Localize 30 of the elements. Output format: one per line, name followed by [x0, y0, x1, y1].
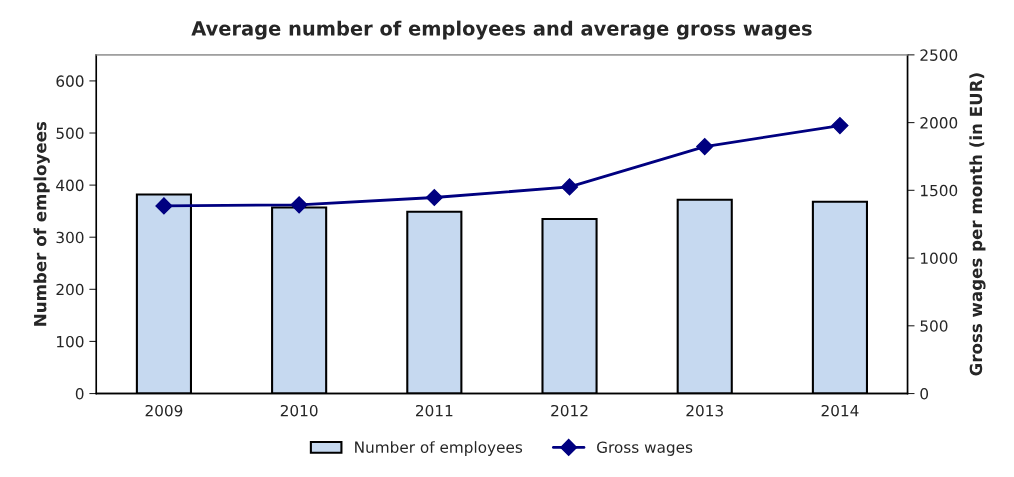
- x-tick-label: 2012: [551, 404, 588, 417]
- point: [696, 138, 714, 156]
- y2-tick-label: 2000: [920, 117, 958, 129]
- y-tick-label: 400: [56, 179, 84, 192]
- y-tick-label: 600: [56, 75, 84, 87]
- point: [290, 196, 308, 214]
- y2-tick-label: 1500: [921, 184, 958, 197]
- y-tick-label: 200: [56, 283, 84, 296]
- y2-axis-title: Gross wages per month (in EUR): [969, 73, 986, 376]
- y2-tick-label: 0: [920, 387, 929, 400]
- x-tick-label: 2011: [416, 404, 453, 417]
- legend-label: Number of employees: [355, 441, 523, 456]
- y-axis-title: Number of employees: [33, 121, 50, 326]
- legend-label: Gross wages: [597, 441, 693, 456]
- y-tick-label: 0: [75, 387, 84, 400]
- y-tick-label: 100: [57, 335, 84, 348]
- point: [155, 197, 173, 215]
- x-tick-label: 2014: [821, 404, 859, 417]
- x-tick-label: 2010: [280, 404, 318, 417]
- point: [560, 178, 579, 196]
- x-tick-label: 2013: [686, 404, 723, 417]
- point: [425, 188, 443, 207]
- point: [831, 117, 849, 135]
- y-tick-label: 300: [56, 231, 84, 244]
- y2-tick-label: 2500: [920, 49, 958, 61]
- y-tick-label: 500: [56, 127, 84, 140]
- y2-tick-label: 500: [920, 320, 948, 332]
- y2-tick-label: 1000: [921, 252, 958, 265]
- chart-title: Average number of employees and average gross wages: [191, 20, 812, 40]
- x-tick-label: 2009: [145, 404, 183, 417]
